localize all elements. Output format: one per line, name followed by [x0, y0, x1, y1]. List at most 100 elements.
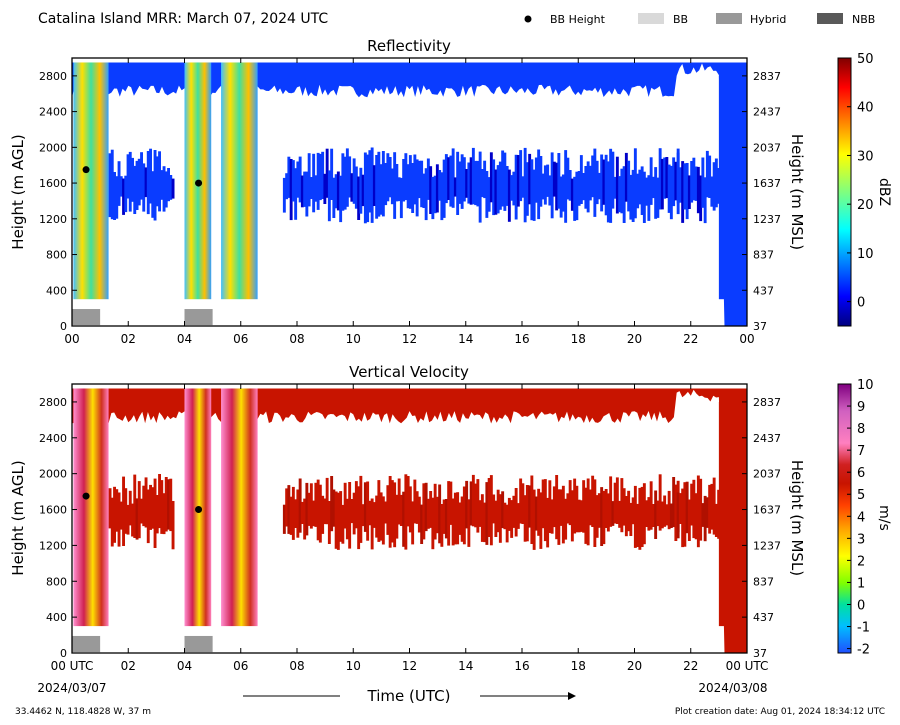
mid-echo-strip	[474, 483, 478, 528]
mid-echo-strip	[537, 488, 541, 536]
mid-echo-strip	[462, 157, 466, 202]
mid-echo-strip	[465, 480, 469, 529]
mid-echo-strip	[160, 170, 164, 200]
mid-echo-strip	[489, 152, 493, 203]
mid-echo-strip	[375, 495, 379, 538]
mid-echo-strip	[537, 149, 541, 220]
mid-echo-strip	[460, 496, 464, 542]
mid-echo-strip	[496, 165, 500, 214]
mid-echo-strip	[453, 177, 457, 197]
mid-echo-strip	[431, 176, 435, 220]
mid-echo-strip	[649, 481, 653, 530]
mid-echo-strip	[474, 160, 478, 206]
mid-echo-strip	[658, 148, 662, 210]
colorbar-tick-label: 5	[857, 488, 865, 503]
legend-hybrid-label: Hybrid	[750, 13, 786, 26]
reflectivity-plot-area	[72, 62, 747, 326]
mid-echo-strip	[153, 478, 157, 548]
x-tick-label: 04	[177, 332, 192, 346]
mid-echo-strip	[602, 159, 606, 205]
mid-echo-strip	[687, 175, 691, 209]
y-tick-label-left: 0	[60, 320, 67, 333]
mid-echo-strip	[404, 474, 408, 550]
mid-echo-strip	[305, 482, 309, 536]
x-tick-label: 00	[739, 332, 754, 346]
mid-echo-strip	[478, 500, 482, 527]
mid-echo-strip	[582, 480, 586, 533]
mid-echo-strip	[532, 169, 536, 221]
mid-echo-strip	[388, 476, 392, 548]
mid-echo-strip	[397, 478, 401, 525]
mid-echo-strip	[676, 492, 680, 539]
mid-echo-strip	[341, 504, 345, 544]
mid-echo-strip	[696, 475, 700, 548]
mid-echo-strip	[523, 147, 527, 223]
mid-echo-strip	[478, 151, 482, 223]
mid-echo-strip	[615, 477, 619, 524]
mid-echo-strip	[359, 167, 363, 214]
mid-echo-strip	[519, 150, 523, 202]
mid-echo-strip	[298, 156, 302, 203]
mid-echo-strip	[354, 481, 358, 529]
mid-echo-strip	[140, 152, 143, 200]
x-tick-label: 08	[289, 659, 304, 673]
mid-echo-strip	[613, 176, 617, 199]
mid-echo-strip	[710, 483, 714, 530]
mid-echo-strip	[300, 501, 304, 524]
mid-echo-strip	[539, 492, 543, 549]
x-tick-label: 02	[121, 332, 136, 346]
mid-echo-strip	[113, 172, 116, 220]
mid-echo-strip	[521, 176, 525, 198]
mid-echo-strip	[357, 176, 361, 220]
mid-echo-strip	[108, 153, 112, 218]
mid-echo-strip	[397, 177, 401, 202]
mid-echo-strip	[285, 173, 289, 200]
mid-echo-strip	[296, 489, 300, 538]
mid-echo-strip	[131, 157, 134, 202]
mid-echo-strip	[345, 498, 349, 540]
end-date: 2024/03/08	[698, 681, 767, 695]
x-tick-label: 14	[458, 332, 473, 346]
mid-echo-strip	[158, 474, 161, 529]
mid-echo-strip	[633, 148, 637, 219]
mid-echo-strip	[417, 160, 421, 199]
mid-echo-strip	[162, 493, 166, 535]
mid-echo-strip	[314, 175, 318, 202]
mid-echo-strip	[622, 488, 626, 526]
rain-column	[73, 62, 109, 300]
mid-echo-strip	[287, 485, 291, 534]
mid-echo-strip	[600, 487, 604, 546]
y-tick-label-left: 1200	[39, 213, 67, 226]
velocity-colorbar-ticks: -2 -1 0 1 2 3 4 5 6 7 8 9 10	[847, 378, 874, 658]
mid-echo-strip	[151, 171, 155, 218]
mid-echo-strip	[289, 496, 293, 535]
mid-echo-strip	[155, 156, 159, 207]
reflectivity-ylabel-right: Height (m MSL)	[788, 134, 806, 250]
mid-echo-strip	[579, 155, 583, 204]
y-tick-label-right: 37	[753, 647, 767, 660]
mid-echo-strip	[699, 175, 703, 222]
mid-echo-strip	[525, 485, 529, 542]
mid-echo-strip	[636, 503, 640, 547]
mid-echo-strip	[575, 171, 579, 221]
upper-echo-layer	[72, 388, 747, 653]
mid-echo-strip	[647, 175, 651, 221]
mid-echo-strip	[140, 498, 143, 524]
mid-echo-strip	[714, 503, 718, 537]
mid-echo-strip	[119, 176, 123, 197]
mid-echo-strip	[124, 488, 128, 534]
mid-echo-strip	[633, 485, 637, 548]
rain-column	[221, 388, 258, 627]
mid-echo-strip	[615, 156, 619, 214]
mid-echo-strip	[568, 480, 572, 526]
mid-echo-strip	[305, 171, 309, 217]
mid-echo-strip	[552, 486, 556, 528]
mid-echo-strip	[332, 177, 336, 218]
mid-echo-strip	[685, 163, 689, 220]
mid-echo-strip	[146, 151, 150, 215]
x-tick-label: 22	[683, 332, 698, 346]
mid-echo-strip	[327, 170, 331, 222]
mid-echo-strip	[126, 154, 130, 199]
mid-echo-strip	[712, 477, 716, 535]
mid-echo-strip	[444, 499, 448, 539]
